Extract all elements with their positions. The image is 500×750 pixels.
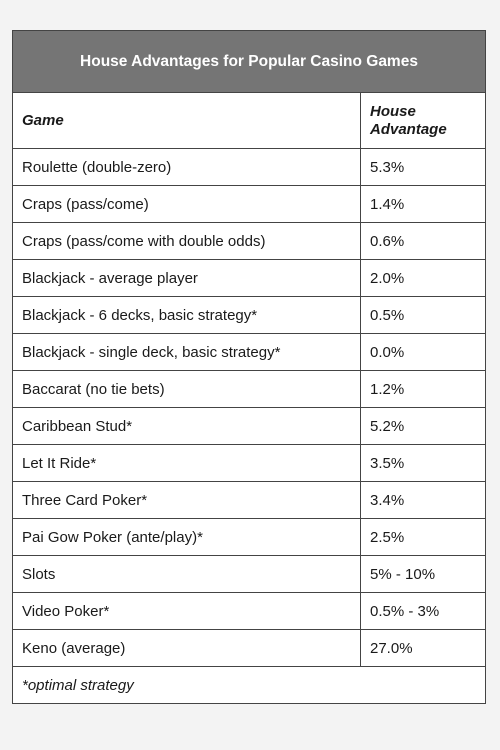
game-cell: Baccarat (no tie bets) [12,370,361,408]
game-cell: Blackjack - single deck, basic strategy* [12,333,361,371]
table-footnote: *optimal strategy [12,666,486,704]
house-advantage-cell: 2.5% [360,518,486,556]
table-row: Video Poker* 0.5% - 3% [12,592,486,630]
table-row: Caribbean Stud* 5.2% [12,407,486,445]
table-row: Blackjack - single deck, basic strategy*… [12,333,486,371]
game-cell: Roulette (double-zero) [12,148,361,186]
table-row: Let It Ride* 3.5% [12,444,486,482]
house-advantage-cell: 5.3% [360,148,486,186]
table-row: Craps (pass/come) 1.4% [12,185,486,223]
house-advantage-cell: 5.2% [360,407,486,445]
house-advantage-cell: 0.5% [360,296,486,334]
house-advantage-cell: 27.0% [360,629,486,667]
game-cell: Keno (average) [12,629,361,667]
table-title-row: House Advantages for Popular Casino Game… [12,30,486,93]
game-cell: Blackjack - average player [12,259,361,297]
table-row: Roulette (double-zero) 5.3% [12,148,486,186]
house-advantage-cell: 3.4% [360,481,486,519]
house-advantage-cell: 3.5% [360,444,486,482]
table-row: Blackjack - 6 decks, basic strategy* 0.5% [12,296,486,334]
table-row: Keno (average) 27.0% [12,629,486,667]
house-advantage-cell: 0.5% - 3% [360,592,486,630]
table-row: Blackjack - average player 2.0% [12,259,486,297]
game-cell: Video Poker* [12,592,361,630]
house-advantage-cell: 0.6% [360,222,486,260]
game-cell: Let It Ride* [12,444,361,482]
game-cell: Pai Gow Poker (ante/play)* [12,518,361,556]
game-cell: Caribbean Stud* [12,407,361,445]
table-title: House Advantages for Popular Casino Game… [12,30,486,93]
table-row: Baccarat (no tie bets) 1.2% [12,370,486,408]
table-row: Slots 5% - 10% [12,555,486,593]
column-header-game: Game [12,92,361,149]
table-row: Pai Gow Poker (ante/play)* 2.5% [12,518,486,556]
game-cell: Craps (pass/come with double odds) [12,222,361,260]
game-cell: Blackjack - 6 decks, basic strategy* [12,296,361,334]
table-row: Craps (pass/come with double odds) 0.6% [12,222,486,260]
house-advantage-table: House Advantages for Popular Casino Game… [12,30,486,704]
house-advantage-cell: 5% - 10% [360,555,486,593]
table-row: Three Card Poker* 3.4% [12,481,486,519]
house-advantage-cell: 1.2% [360,370,486,408]
game-cell: Craps (pass/come) [12,185,361,223]
table-footnote-row: *optimal strategy [12,666,486,704]
table-header-row: Game House Advantage [12,92,486,149]
table-body: Roulette (double-zero) 5.3% Craps (pass/co… [12,148,486,667]
house-advantage-table-container: House Advantages for Popular Casino Game… [12,30,486,704]
house-advantage-cell: 1.4% [360,185,486,223]
column-header-house-advantage: House Advantage [360,92,486,149]
game-cell: Slots [12,555,361,593]
house-advantage-cell: 0.0% [360,333,486,371]
game-cell: Three Card Poker* [12,481,361,519]
house-advantage-cell: 2.0% [360,259,486,297]
